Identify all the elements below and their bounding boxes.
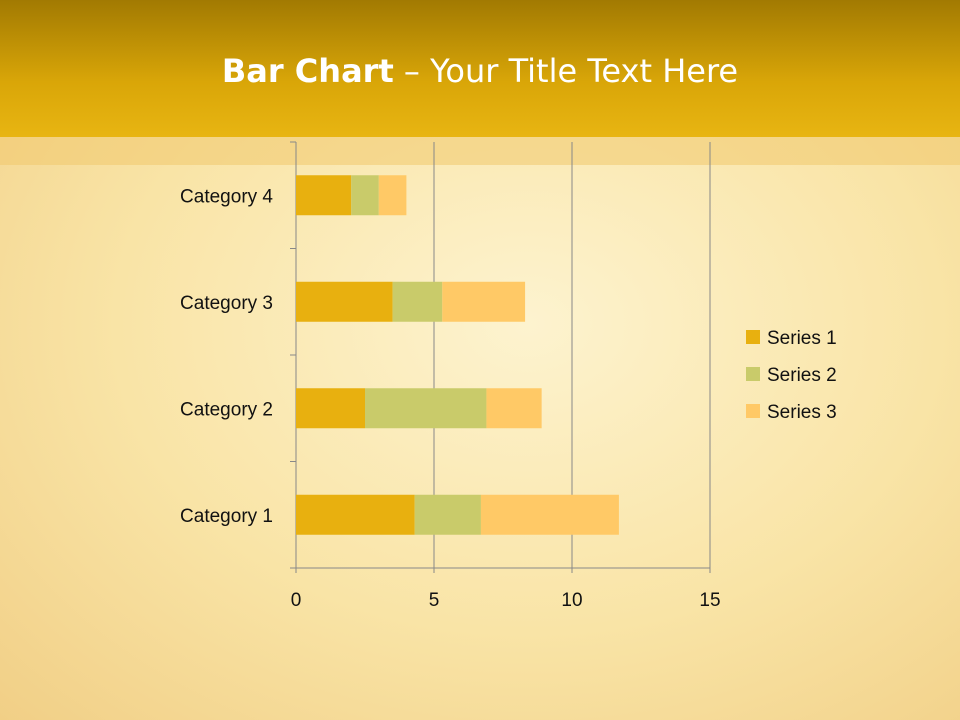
category-label: Category 3: [180, 293, 273, 314]
legend-swatch: [746, 330, 760, 344]
legend-label: Series 3: [767, 402, 837, 423]
bar-series-3: [486, 388, 542, 429]
bar-series-2: [351, 175, 379, 216]
x-tick-label: 10: [561, 590, 582, 611]
bar-series-2: [365, 388, 487, 429]
title-bold: Bar Chart: [221, 52, 394, 90]
header-band: [0, 137, 960, 165]
slide-title: Bar Chart – Your Title Text Here: [0, 52, 960, 90]
legend-label: Series 2: [767, 365, 837, 386]
bar-series-3: [442, 281, 526, 322]
bar-series-3: [480, 494, 619, 535]
legend-swatch: [746, 404, 760, 418]
bar-series-2: [414, 494, 481, 535]
bar-series-3: [378, 175, 407, 216]
legend-swatch: [746, 367, 760, 381]
title-rest: – Your Title Text Here: [393, 52, 739, 90]
bar-series-1: [296, 175, 352, 216]
bar-series-2: [392, 281, 443, 322]
category-label: Category 1: [180, 506, 273, 527]
bar-series-1: [296, 281, 393, 322]
category-label: Category 2: [180, 399, 273, 420]
x-tick-label: 5: [429, 590, 440, 611]
bar-series-1: [296, 388, 365, 429]
x-tick-label: 0: [291, 590, 302, 611]
legend-label: Series 1: [767, 328, 837, 349]
title-bar: [0, 0, 960, 137]
category-label: Category 4: [180, 186, 273, 207]
x-tick-label: 15: [699, 590, 720, 611]
bar-series-1: [296, 494, 415, 535]
